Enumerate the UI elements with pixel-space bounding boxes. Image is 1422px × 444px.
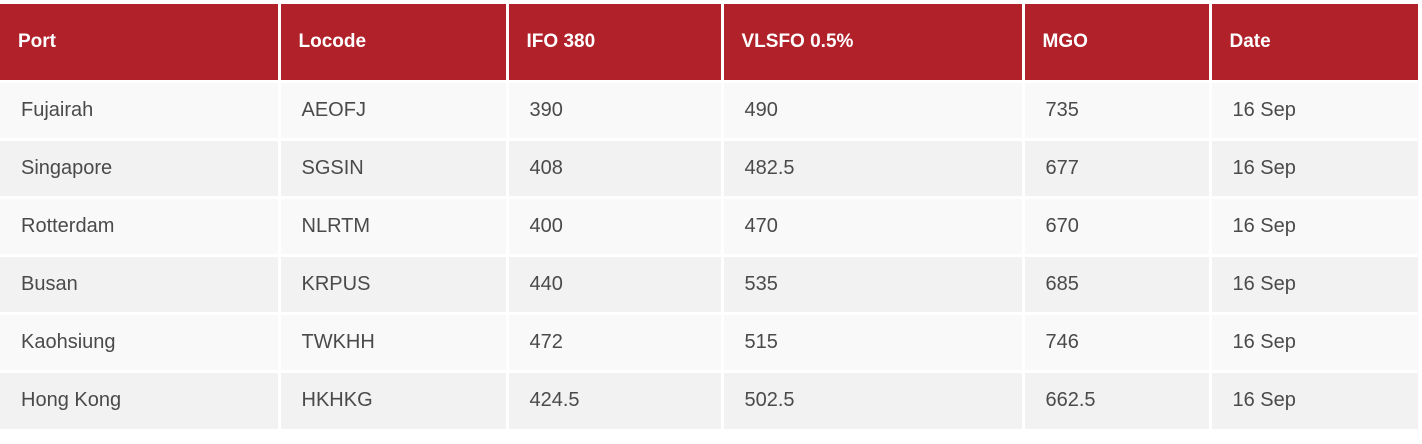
- table-row: Rotterdam NLRTM 400 470 670 16 Sep: [0, 195, 1418, 255]
- table-row: Busan KRPUS 440 535 685 16 Sep: [0, 253, 1418, 313]
- header-date[interactable]: Date: [1210, 4, 1418, 81]
- cell-locode: KRPUS: [279, 253, 509, 313]
- cell-ifo-380: 390: [507, 79, 724, 139]
- cell-port: Fujairah: [0, 79, 281, 139]
- cell-vlsfo: 490: [722, 79, 1025, 139]
- header-mgo[interactable]: MGO: [1023, 4, 1212, 81]
- cell-date: 16 Sep: [1210, 369, 1418, 429]
- cell-port: Kaohsiung: [0, 311, 281, 371]
- cell-vlsfo: 470: [722, 195, 1025, 255]
- cell-locode: NLRTM: [279, 195, 509, 255]
- cell-ifo-380: 472: [507, 311, 724, 371]
- cell-mgo: 662.5: [1023, 369, 1212, 429]
- bunker-prices-table: Port Locode IFO 380 VLSFO 0.5% MGO Date …: [0, 4, 1418, 429]
- cell-date: 16 Sep: [1210, 137, 1418, 197]
- table-body: Fujairah AEOFJ 390 490 735 16 Sep Singap…: [0, 79, 1418, 429]
- table-header: Port Locode IFO 380 VLSFO 0.5% MGO Date: [0, 4, 1418, 81]
- cell-vlsfo: 482.5: [722, 137, 1025, 197]
- table-row: Singapore SGSIN 408 482.5 677 16 Sep: [0, 137, 1418, 197]
- cell-locode: HKHKG: [279, 369, 509, 429]
- cell-date: 16 Sep: [1210, 311, 1418, 371]
- cell-mgo: 735: [1023, 79, 1212, 139]
- cell-ifo-380: 400: [507, 195, 724, 255]
- table-row: Hong Kong HKHKG 424.5 502.5 662.5 16 Sep: [0, 369, 1418, 429]
- table-row: Fujairah AEOFJ 390 490 735 16 Sep: [0, 79, 1418, 139]
- cell-port: Busan: [0, 253, 281, 313]
- cell-date: 16 Sep: [1210, 79, 1418, 139]
- cell-ifo-380: 440: [507, 253, 724, 313]
- cell-mgo: 677: [1023, 137, 1212, 197]
- cell-vlsfo: 535: [722, 253, 1025, 313]
- cell-date: 16 Sep: [1210, 253, 1418, 313]
- cell-locode: TWKHH: [279, 311, 509, 371]
- header-row: Port Locode IFO 380 VLSFO 0.5% MGO Date: [0, 4, 1418, 81]
- cell-port: Singapore: [0, 137, 281, 197]
- cell-mgo: 670: [1023, 195, 1212, 255]
- cell-date: 16 Sep: [1210, 195, 1418, 255]
- header-vlsfo[interactable]: VLSFO 0.5%: [722, 4, 1025, 81]
- cell-port: Hong Kong: [0, 369, 281, 429]
- header-port[interactable]: Port: [0, 4, 281, 81]
- cell-vlsfo: 515: [722, 311, 1025, 371]
- table-row: Kaohsiung TWKHH 472 515 746 16 Sep: [0, 311, 1418, 371]
- cell-locode: AEOFJ: [279, 79, 509, 139]
- cell-locode: SGSIN: [279, 137, 509, 197]
- bunker-prices-table-container: Port Locode IFO 380 VLSFO 0.5% MGO Date …: [0, 4, 1418, 429]
- header-locode[interactable]: Locode: [279, 4, 509, 81]
- cell-mgo: 746: [1023, 311, 1212, 371]
- cell-ifo-380: 408: [507, 137, 724, 197]
- cell-port: Rotterdam: [0, 195, 281, 255]
- cell-ifo-380: 424.5: [507, 369, 724, 429]
- cell-vlsfo: 502.5: [722, 369, 1025, 429]
- cell-mgo: 685: [1023, 253, 1212, 313]
- header-ifo-380[interactable]: IFO 380: [507, 4, 724, 81]
